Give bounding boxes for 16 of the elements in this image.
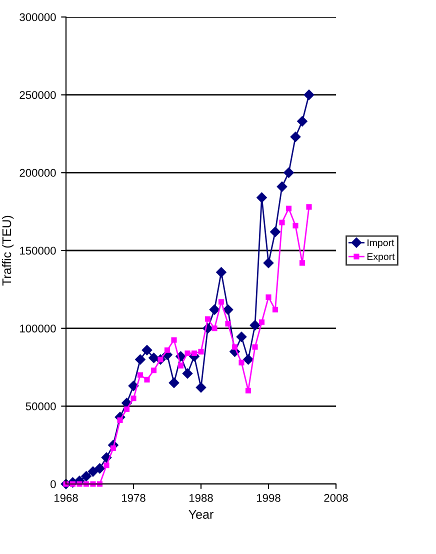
y-tick-label: 250000 <box>20 91 56 99</box>
x-tick-label: 1998 <box>256 494 280 502</box>
x-tick-label: 2008 <box>324 494 348 502</box>
y-tick-label: 0 <box>50 480 56 488</box>
x-tick-label: 1988 <box>189 494 213 502</box>
x-tick-label: 1968 <box>54 494 78 502</box>
y-tick-label: 100000 <box>20 324 56 332</box>
y-tick-label: 50000 <box>26 402 56 410</box>
y-tick-label: 200000 <box>20 168 56 177</box>
x-axis-title: Year <box>188 510 214 519</box>
y-tick-label: 300000 <box>20 13 56 22</box>
y-axis-title: Traffic (TEU) <box>2 216 14 286</box>
legend-label: Import <box>368 239 394 248</box>
x-tick-label: 1978 <box>122 494 146 502</box>
y-tick-label: 150000 <box>20 246 56 255</box>
legend-label: Export <box>367 253 395 262</box>
